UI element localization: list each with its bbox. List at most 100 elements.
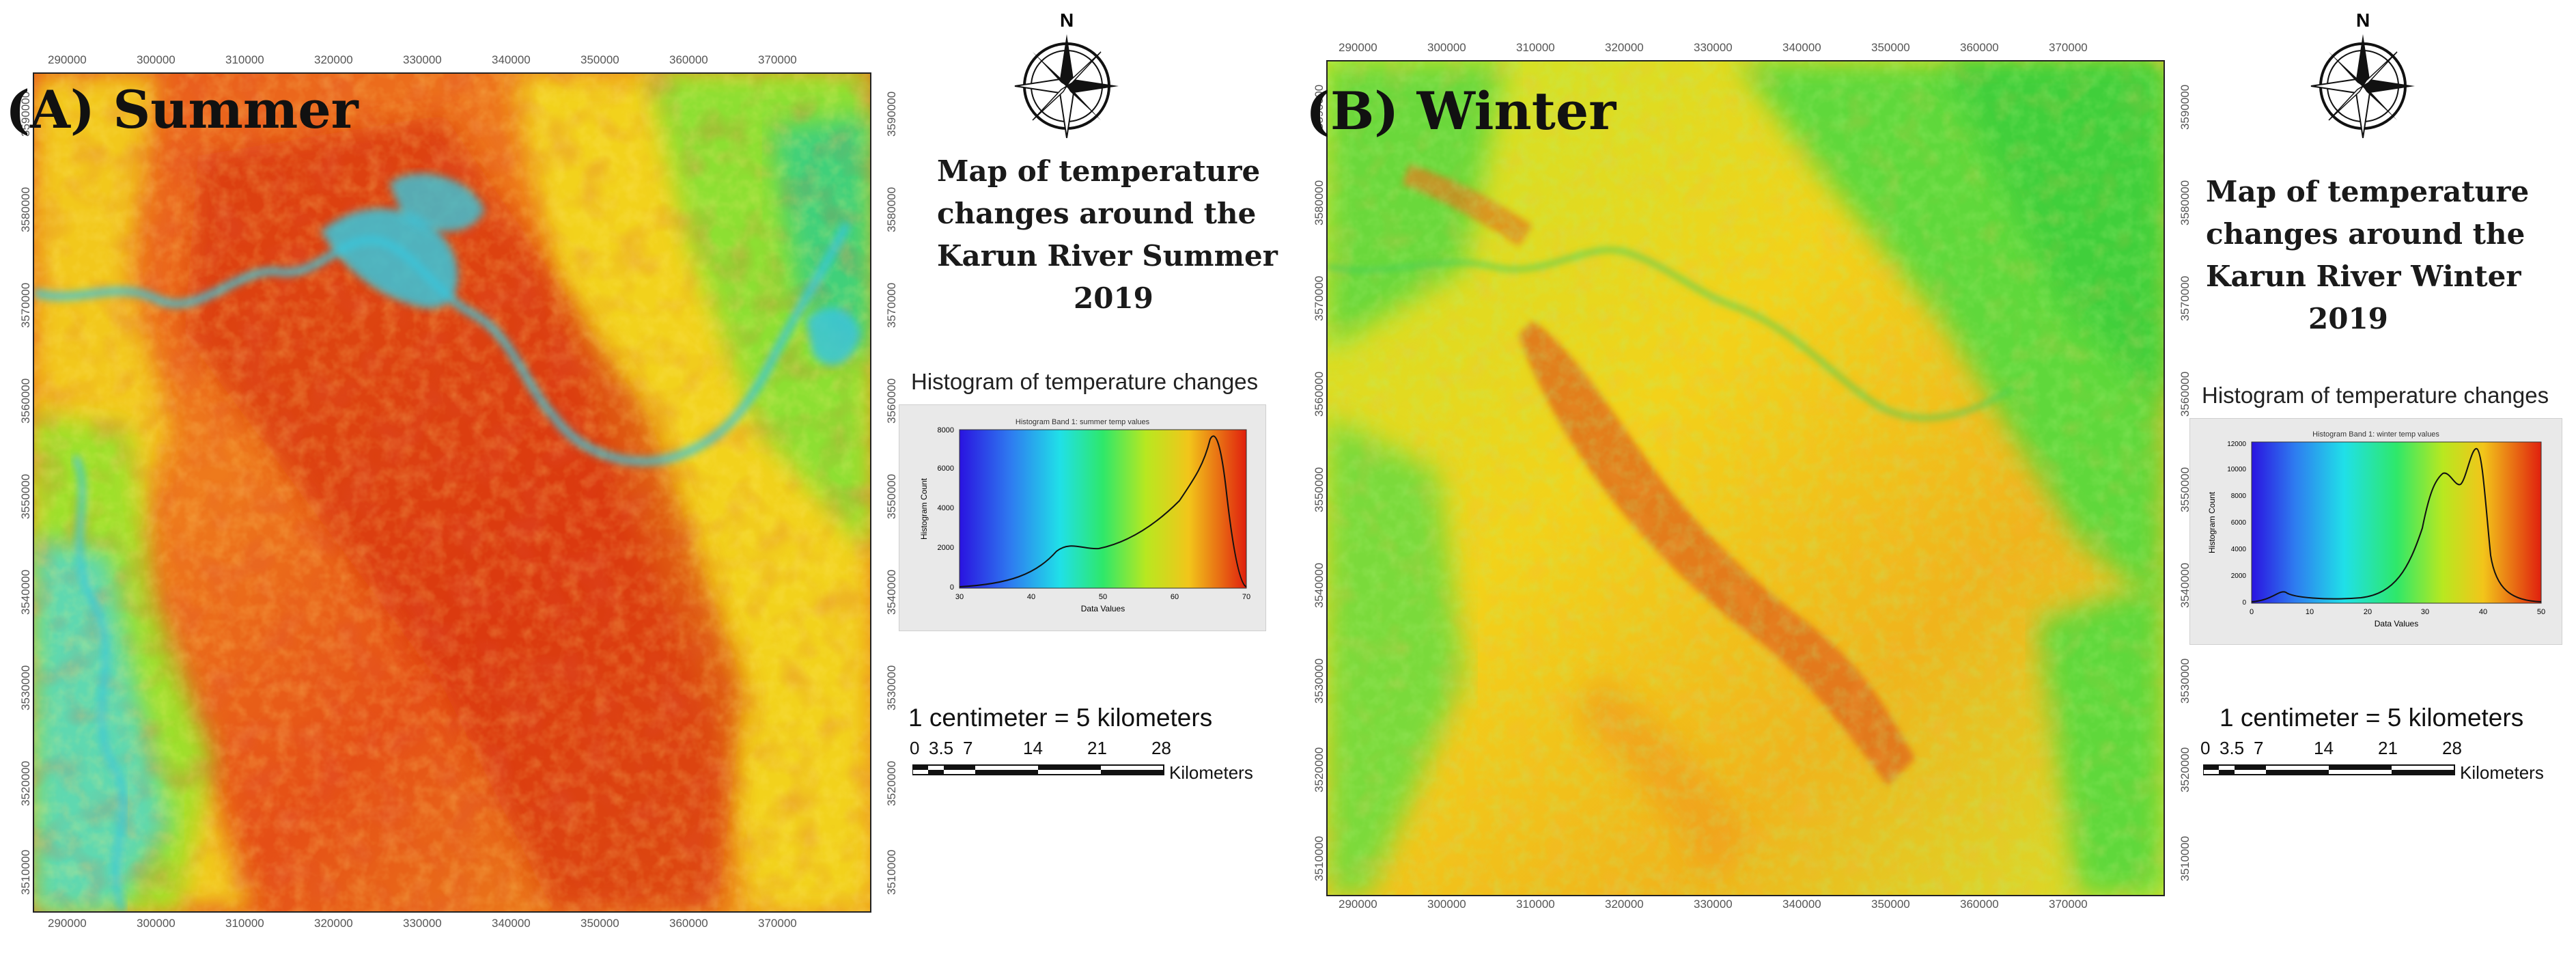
scale-tick: 3.5 (929, 738, 954, 758)
x-tick: 360000 (669, 53, 708, 66)
scale-tick: 28 (2442, 738, 2462, 758)
hist-xtick: 60 (1171, 593, 1179, 601)
x-tick: 290000 (48, 53, 87, 66)
y-tick: 3590000 (2179, 84, 2192, 130)
north-arrow-icon: N (2308, 10, 2418, 139)
y-tick: 3580000 (19, 186, 32, 232)
title-line: Karun River Summer (937, 239, 1278, 273)
title-line: 2019 (2308, 302, 2388, 335)
summer-histogram-caption: Histogram of temperature changes (911, 369, 1259, 394)
winter-panel-label: (B) Winter (1306, 81, 1616, 141)
y-tick: 3560000 (2179, 371, 2192, 417)
scale-tick: 21 (1087, 738, 1107, 758)
x-tick: 310000 (225, 917, 264, 930)
y-tick: 3530000 (885, 665, 898, 710)
y-tick: 3550000 (885, 473, 898, 519)
y-tick: 3510000 (1313, 835, 1326, 881)
y-tick: 3520000 (1313, 747, 1326, 792)
y-tick: 3510000 (885, 849, 898, 895)
y-tick: 3530000 (19, 665, 32, 710)
hist-xtick: 50 (1099, 593, 1107, 601)
x-tick: 350000 (1871, 898, 1910, 911)
x-tick: 370000 (2049, 898, 2088, 911)
x-tick: 300000 (137, 53, 176, 66)
y-tick: 3540000 (1313, 562, 1326, 608)
x-tick: 360000 (669, 917, 708, 930)
y-tick: 3550000 (19, 473, 32, 519)
title-line: Map of temperature (2206, 175, 2530, 208)
scale-tick: 7 (963, 738, 973, 758)
summer-scale-bar: 0 3.5 7 14 21 28 Kilometers (910, 738, 1278, 792)
scale-tick: 28 (1151, 738, 1171, 758)
y-tick: 3510000 (2179, 835, 2192, 881)
x-tick: 360000 (1960, 41, 1999, 54)
summer-map-title: Map of temperature changes around the Ka… (937, 150, 1278, 320)
hist-xtick: 70 (1242, 593, 1250, 601)
title-line: Map of temperature (937, 154, 1261, 188)
summer-map-graphic (34, 74, 870, 911)
x-tick: 300000 (137, 917, 176, 930)
hist-ytick: 2000 (2231, 572, 2247, 580)
y-tick: 3550000 (1313, 467, 1326, 512)
x-tick: 370000 (758, 917, 797, 930)
north-label: N (2356, 10, 2370, 31)
y-tick: 3510000 (19, 849, 32, 895)
y-tick: 3560000 (885, 378, 898, 424)
y-tick: 3520000 (885, 760, 898, 806)
winter-scale-bar: 0 3.5 7 14 21 28 Kilometers (2200, 738, 2569, 792)
x-tick: 320000 (1605, 41, 1644, 54)
y-tick: 3590000 (885, 91, 898, 137)
x-tick: 290000 (48, 917, 87, 930)
y-tick: 3580000 (2179, 180, 2192, 225)
scale-tick: 3.5 (2220, 738, 2245, 758)
x-tick: 370000 (758, 53, 797, 66)
hist-ytick: 0 (950, 583, 954, 592)
summer-panel: 290000 300000 310000 320000 330000 34000… (5, 10, 1278, 930)
title-line: changes around the (2206, 217, 2525, 251)
winter-map-title: Map of temperature changes around the Ka… (2206, 171, 2529, 340)
x-tick: 300000 (1427, 898, 1466, 911)
x-tick: 320000 (314, 917, 353, 930)
summer-histogram: Histogram Band 1: summer temp values 0 2… (899, 404, 1266, 631)
north-arrow-icon: N (1012, 10, 1121, 139)
summer-panel-label: (A) Summer (5, 79, 359, 140)
x-tick: 370000 (2049, 41, 2088, 54)
winter-scale-ratio: 1 centimeter = 5 kilometers (2220, 704, 2524, 732)
y-tick: 3530000 (2179, 658, 2192, 704)
y-tick: 3570000 (2179, 275, 2192, 321)
y-tick: 3570000 (1313, 275, 1326, 321)
hist-ytick: 4000 (938, 504, 954, 512)
x-tick: 340000 (1782, 898, 1821, 911)
hist-xtick: 0 (2250, 608, 2254, 616)
scale-tick: 0 (910, 738, 920, 758)
scale-unit: Kilometers (1169, 762, 1253, 783)
y-tick: 3530000 (1313, 658, 1326, 704)
x-tick: 300000 (1427, 41, 1466, 54)
hist-xtick: 20 (2364, 608, 2372, 616)
x-tick: 330000 (403, 53, 442, 66)
y-tick: 3560000 (19, 378, 32, 424)
y-tick: 3540000 (885, 569, 898, 615)
x-tick: 330000 (403, 917, 442, 930)
summer-temperature-map (33, 72, 871, 913)
x-tick: 320000 (1605, 898, 1644, 911)
title-line: changes around the (937, 197, 1257, 230)
winter-histogram-caption: Histogram of temperature changes (2202, 383, 2549, 408)
hist-ytick: 2000 (938, 544, 954, 552)
y-tick: 3570000 (885, 282, 898, 328)
title-line: 2019 (1074, 281, 1153, 315)
hist-ylabel: Histogram Count (2207, 491, 2217, 553)
title-line: Karun River Winter (2206, 260, 2521, 293)
x-tick: 310000 (1516, 898, 1555, 911)
y-tick: 3540000 (19, 569, 32, 615)
hist-ytick: 6000 (938, 465, 954, 473)
histogram-inner-title: Histogram Band 1: winter temp values (2312, 430, 2439, 439)
x-tick: 350000 (1871, 41, 1910, 54)
x-tick: 340000 (492, 917, 531, 930)
x-tick: 360000 (1960, 898, 1999, 911)
hist-ytick: 10000 (2227, 466, 2246, 473)
y-tick: 3580000 (1313, 180, 1326, 225)
y-tick: 3580000 (885, 186, 898, 232)
x-tick: 290000 (1339, 41, 1377, 54)
scale-tick: 21 (2378, 738, 2398, 758)
